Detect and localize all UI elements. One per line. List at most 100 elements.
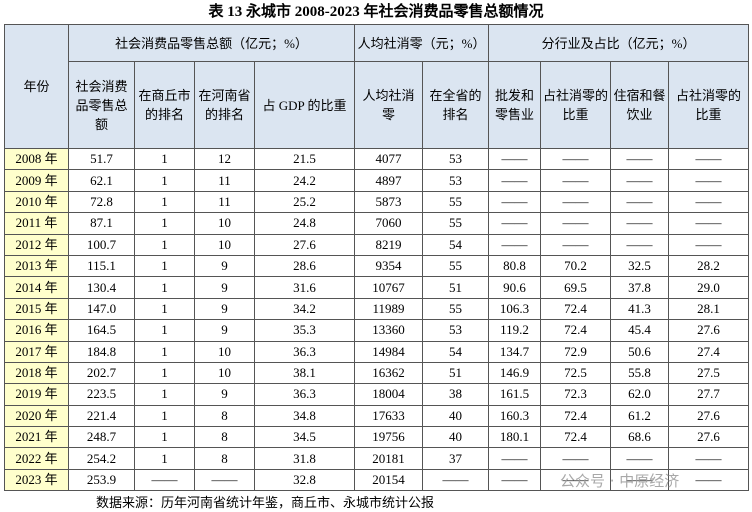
year-cell: 2008 年 bbox=[4, 147, 69, 171]
header-cell: 占社消零的比重 bbox=[668, 61, 750, 149]
table-cell: 40 bbox=[422, 426, 490, 449]
table-cell: 9354 bbox=[354, 254, 424, 278]
table-cell: 51 bbox=[422, 361, 490, 385]
table-row: 2008 年 51.7 1 12 21.5 4077 53 —— —— —— —— bbox=[4, 147, 750, 171]
table-cell: 253.9 bbox=[68, 468, 135, 492]
table-cell: 27.6 bbox=[668, 404, 750, 428]
header-cell: 在全省的排名 bbox=[422, 61, 490, 149]
table-cell: 10 bbox=[194, 361, 255, 385]
table-cell: —— bbox=[540, 447, 612, 470]
table-cell: 28.2 bbox=[668, 254, 750, 278]
table-cell: 40 bbox=[422, 404, 490, 428]
table-row: 2015 年 147.0 1 9 34.2 11989 55 106.3 72.4 41.3 28.… bbox=[4, 297, 750, 321]
table-cell: 55 bbox=[422, 297, 490, 321]
table-cell: 55 bbox=[422, 254, 490, 278]
header-cell: 分行业及占比（亿元；%） bbox=[488, 24, 750, 62]
table-cell: 10767 bbox=[354, 276, 424, 299]
table-cell: —— bbox=[134, 468, 195, 492]
table-cell: 21.5 bbox=[253, 147, 356, 171]
table-cell: —— bbox=[668, 233, 750, 256]
table-cell: 7060 bbox=[354, 212, 424, 235]
table-cell: 1 bbox=[134, 147, 195, 171]
table-cell: 27.6 bbox=[668, 319, 750, 342]
table-cell: 37.8 bbox=[610, 276, 670, 299]
table-cell: 146.9 bbox=[488, 361, 542, 385]
table-cell: 53 bbox=[422, 169, 490, 192]
table-cell: 70.2 bbox=[540, 254, 612, 278]
table-cell: 72.4 bbox=[540, 426, 612, 449]
table-cell: —— bbox=[422, 468, 490, 492]
table-cell: 1 bbox=[134, 254, 195, 278]
table-cell: 164.5 bbox=[68, 319, 135, 342]
table-cell: 20181 bbox=[354, 447, 424, 470]
table-cell: 223.5 bbox=[68, 383, 135, 406]
header-cell: 占 GDP 的比重 bbox=[253, 61, 356, 149]
table-cell: 9 bbox=[194, 254, 255, 278]
table-cell: 20154 bbox=[354, 468, 424, 492]
table-cell: —— bbox=[540, 468, 612, 492]
table-cell: 1 bbox=[134, 190, 195, 214]
table-cell: 38 bbox=[422, 383, 490, 406]
table-cell: —— bbox=[540, 190, 612, 214]
table-cell: 8 bbox=[194, 404, 255, 428]
table-cell: 1 bbox=[134, 340, 195, 363]
table-cell: 221.4 bbox=[68, 404, 135, 428]
table-cell: 41.3 bbox=[610, 297, 670, 321]
table-row: 2012 年 100.7 1 10 27.6 8219 54 —— —— —— —— bbox=[4, 233, 750, 256]
year-cell: 2010 年 bbox=[4, 190, 69, 214]
table-cell: 28.1 bbox=[668, 297, 750, 321]
table-cell: 72.5 bbox=[540, 361, 612, 385]
table-row: 2018 年 202.7 1 10 38.1 16362 51 146.9 72.5 55.8 27… bbox=[4, 361, 750, 385]
table-row: 2013 年 115.1 1 9 28.6 9354 55 80.8 70.2 32.5 28.2 bbox=[4, 254, 750, 278]
table-header: 年份 社会消费品零售总额（亿元；%） 人均社消零（元；%） 分行业及占比（亿元；… bbox=[4, 24, 750, 149]
table-cell: —— bbox=[488, 468, 542, 492]
table-cell: —— bbox=[540, 233, 612, 256]
year-cell: 2020 年 bbox=[4, 404, 69, 428]
table-cell: 5873 bbox=[354, 190, 424, 214]
table-cell: 68.6 bbox=[610, 426, 670, 449]
table-cell: —— bbox=[610, 190, 670, 214]
table-cell: 8 bbox=[194, 447, 255, 470]
table-row: 2023 年 253.9 —— —— 32.8 20154 —— —— —— —— —— bbox=[4, 468, 750, 492]
table-cell: 62.1 bbox=[68, 169, 135, 192]
table-cell: 25.2 bbox=[253, 190, 356, 214]
table-cell: 38.1 bbox=[253, 361, 356, 385]
table-cell: 24.2 bbox=[253, 169, 356, 192]
header-cell: 批发和零售业 bbox=[488, 61, 542, 149]
table-row: 2022 年 254.2 1 8 31.8 20181 37 —— —— —— —— bbox=[4, 447, 750, 470]
table-cell: 1 bbox=[134, 361, 195, 385]
table-cell: 160.3 bbox=[488, 404, 542, 428]
year-cell: 2023 年 bbox=[4, 468, 69, 492]
table-cell: 180.1 bbox=[488, 426, 542, 449]
table-cell: 72.8 bbox=[68, 190, 135, 214]
table-cell: 28.6 bbox=[253, 254, 356, 278]
table-row: 2017 年 184.8 1 10 36.3 14984 54 134.7 72.9 50.6 27… bbox=[4, 340, 750, 363]
table-cell: 72.9 bbox=[540, 340, 612, 363]
table-cell: 4077 bbox=[354, 147, 424, 171]
table-cell: —— bbox=[194, 468, 255, 492]
table-cell: 11 bbox=[194, 169, 255, 192]
year-cell: 2019 年 bbox=[4, 383, 69, 406]
table-cell: 36.3 bbox=[253, 383, 356, 406]
table-cell: 8219 bbox=[354, 233, 424, 256]
table-cell: 62.0 bbox=[610, 383, 670, 406]
table-cell: 27.5 bbox=[668, 361, 750, 385]
table-cell: 115.1 bbox=[68, 254, 135, 278]
table-cell: 130.4 bbox=[68, 276, 135, 299]
watermark: 公众号 · 中原经济 bbox=[560, 472, 680, 490]
table-cell: 1 bbox=[134, 276, 195, 299]
table-title: 表 13 永城市 2008-2023 年社会消费品零售总额情况 bbox=[208, 4, 544, 20]
table-cell: 202.7 bbox=[68, 361, 135, 385]
table-cell: 55.8 bbox=[610, 361, 670, 385]
table-cell: —— bbox=[610, 147, 670, 171]
year-cell: 2021 年 bbox=[4, 426, 69, 449]
table-cell: —— bbox=[610, 468, 670, 492]
table-cell: 55 bbox=[422, 190, 490, 214]
source-note: 数据来源：历年河南省统计年鉴，商丘市、永城市统计公报 bbox=[96, 495, 435, 510]
table-cell: 31.8 bbox=[253, 447, 356, 470]
table-cell: —— bbox=[488, 447, 542, 470]
table-row: 2016 年 164.5 1 9 35.3 13360 53 119.2 72.4 45.4 27.… bbox=[4, 319, 750, 342]
table-cell: 1 bbox=[134, 297, 195, 321]
table-cell: 16362 bbox=[354, 361, 424, 385]
table-row: 2010 年 72.8 1 11 25.2 5873 55 —— —— —— —— bbox=[4, 190, 750, 214]
